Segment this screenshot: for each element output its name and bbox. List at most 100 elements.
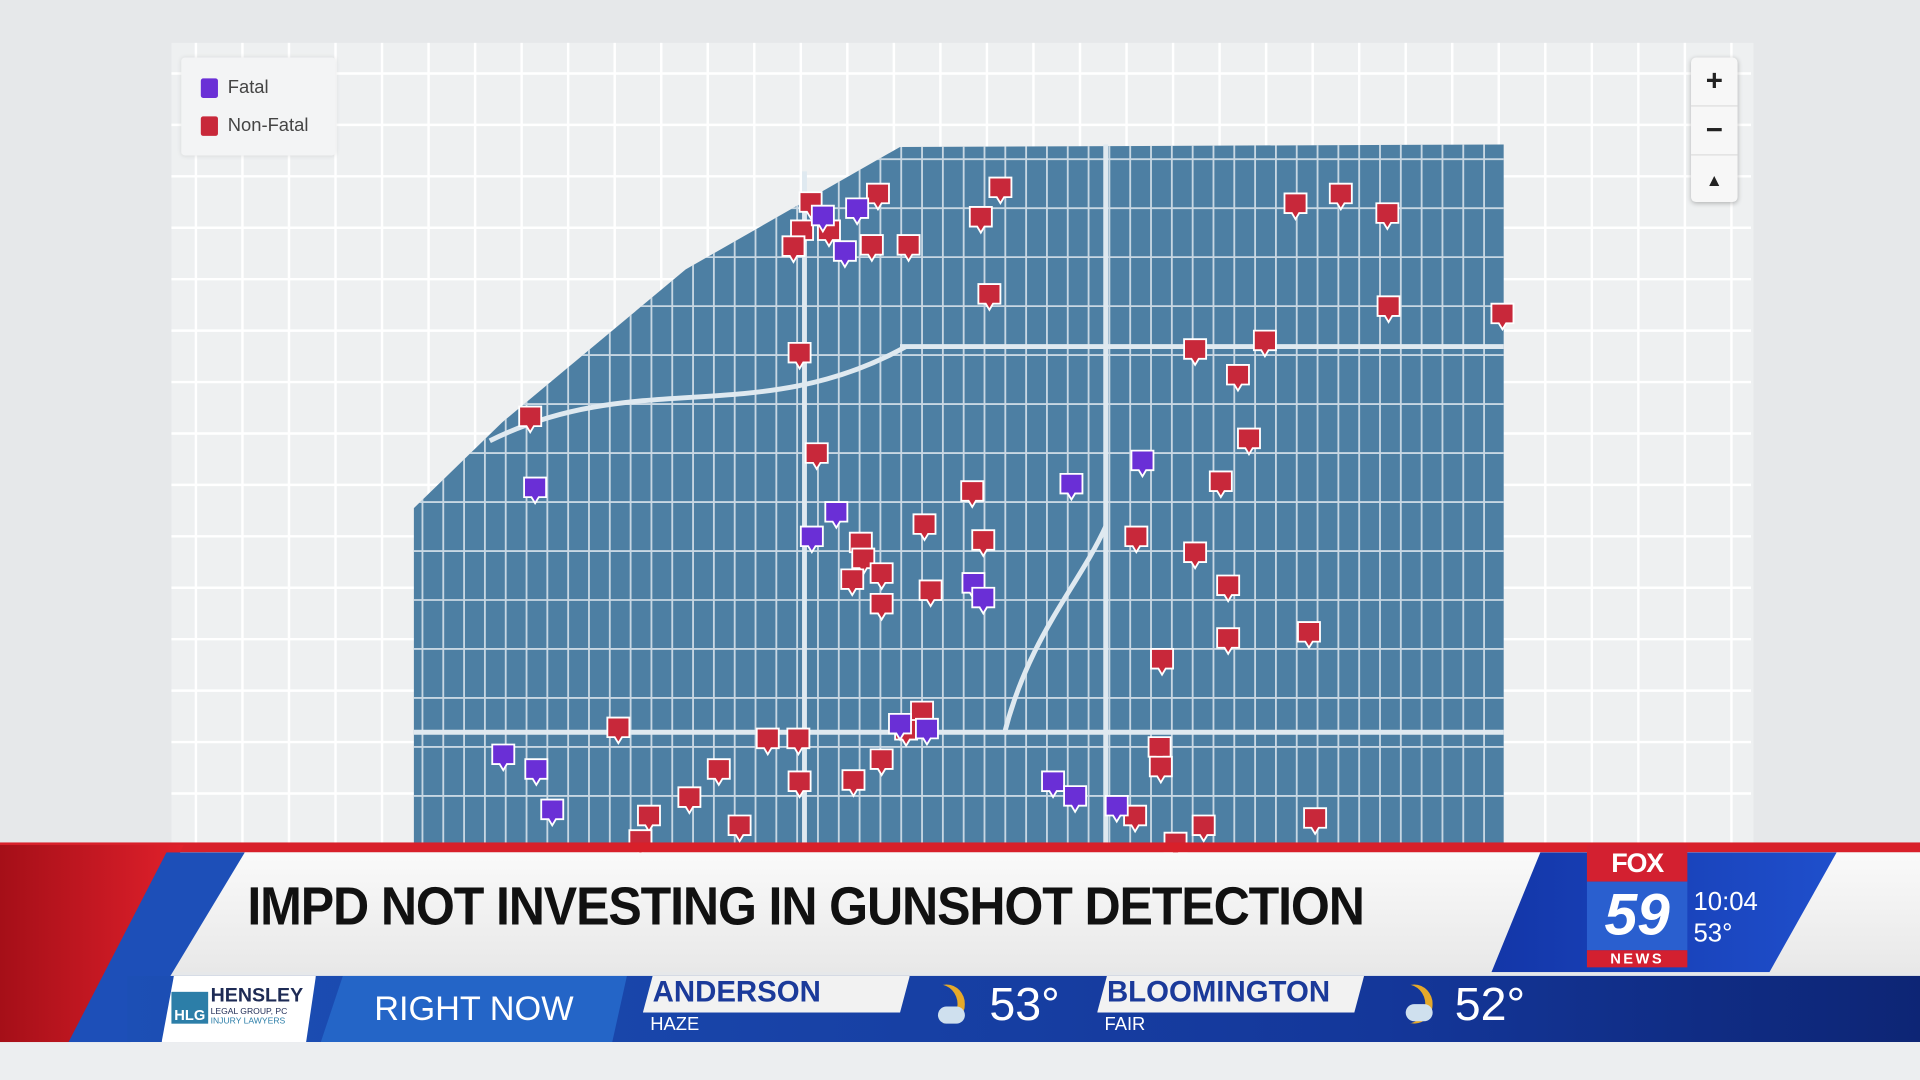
non-fatal-marker[interactable] [1216, 574, 1241, 604]
sponsor-line2: INJURY LAWYERS [210, 1017, 286, 1027]
non-fatal-marker[interactable] [804, 442, 829, 471]
non-fatal-marker[interactable] [1226, 363, 1250, 393]
fatal-marker-icon [200, 77, 218, 98]
non-fatal-marker[interactable] [1183, 338, 1208, 367]
logo-fox: FOX [1586, 844, 1688, 882]
sponsor-name: HENSLEY [210, 985, 304, 1007]
fatal-marker[interactable] [888, 712, 912, 742]
legend-fatal: Fatal [200, 77, 269, 98]
weather-temp: 52° [1454, 979, 1526, 1032]
map-zoom-controls: + − ▲ [1691, 57, 1738, 203]
non-fatal-marker[interactable] [841, 769, 866, 798]
non-fatal-marker[interactable] [1123, 804, 1148, 834]
non-fatal-marker[interactable] [1252, 329, 1277, 359]
non-fatal-marker[interactable] [1376, 295, 1401, 324]
fatal-marker[interactable] [524, 758, 549, 787]
non-fatal-marker[interactable] [851, 547, 876, 577]
non-fatal-marker[interactable] [637, 804, 661, 834]
compass-reset-button[interactable]: ▲ [1705, 169, 1723, 190]
non-fatal-marker[interactable] [606, 716, 631, 746]
non-fatal-marker-icon [200, 115, 218, 136]
lower-third-red-bar [0, 842, 1920, 853]
legend-label: Non-Fatal [227, 115, 309, 136]
fatal-marker[interactable] [491, 743, 516, 772]
non-fatal-marker[interactable] [1303, 807, 1328, 836]
non-fatal-marker[interactable] [971, 529, 996, 558]
non-fatal-marker[interactable] [1490, 302, 1515, 332]
non-fatal-marker[interactable] [1216, 627, 1241, 656]
non-fatal-marker[interactable] [706, 758, 731, 787]
non-fatal-marker[interactable] [1237, 427, 1261, 457]
fatal-marker[interactable] [915, 717, 939, 747]
fatal-marker[interactable] [523, 476, 548, 506]
non-fatal-marker[interactable] [1148, 755, 1173, 785]
non-fatal-marker[interactable] [918, 579, 943, 608]
non-fatal-marker[interactable] [1283, 192, 1308, 221]
fatal-marker[interactable] [810, 204, 835, 234]
fatal-marker[interactable] [971, 586, 996, 616]
non-fatal-marker[interactable] [1328, 182, 1353, 212]
logo-number: 59 [1586, 881, 1688, 951]
area-streets [413, 144, 1504, 845]
non-fatal-marker[interactable] [787, 341, 812, 371]
non-fatal-marker[interactable] [988, 176, 1013, 206]
non-fatal-marker[interactable] [787, 770, 812, 799]
non-fatal-marker[interactable] [1297, 621, 1321, 650]
non-fatal-marker[interactable] [786, 727, 811, 757]
fatal-marker[interactable] [1059, 472, 1084, 502]
non-fatal-marker[interactable] [1208, 470, 1233, 499]
haze-moon-icon [928, 984, 965, 1024]
right-now-label: RIGHT NOW [321, 976, 627, 1042]
legend-non-fatal: Non-Fatal [200, 115, 309, 136]
fatal-marker[interactable] [1063, 785, 1088, 814]
non-fatal-marker[interactable] [960, 480, 985, 509]
headline: IMPD NOT INVESTING IN GUNSHOT DETECTION [247, 876, 1365, 937]
non-fatal-marker[interactable] [859, 234, 884, 263]
non-fatal-marker[interactable] [869, 748, 894, 777]
non-fatal-marker[interactable] [869, 592, 894, 622]
weather-temp: 53° [989, 979, 1060, 1032]
bottom-fade [0, 1042, 1920, 1080]
non-fatal-marker[interactable] [912, 513, 937, 542]
partly-cloudy-moon-icon [1396, 984, 1433, 1023]
non-fatal-marker[interactable] [727, 814, 752, 844]
fatal-marker[interactable] [1041, 770, 1066, 799]
sponsor-mark: HLG [171, 991, 209, 1024]
clock: 10:04 [1693, 887, 1758, 916]
non-fatal-marker[interactable] [896, 234, 921, 263]
non-fatal-marker[interactable] [1375, 202, 1400, 231]
sponsor-line1: LEGAL GROUP, PC [210, 1007, 288, 1017]
non-fatal-marker[interactable] [869, 562, 894, 591]
non-fatal-marker[interactable] [755, 727, 780, 757]
incident-markers [491, 176, 1515, 861]
zoom-out-button[interactable]: − [1691, 107, 1738, 156]
non-fatal-marker[interactable] [518, 405, 543, 435]
weather-city: ANDERSON [643, 976, 910, 1013]
weather-condition: HAZE [650, 1013, 700, 1035]
non-fatal-marker[interactable] [1191, 814, 1216, 844]
non-fatal-marker[interactable] [977, 283, 1002, 312]
map-legend: Fatal Non-Fatal [181, 57, 336, 156]
time-temp: 10:04 53° [1693, 887, 1757, 951]
non-fatal-marker[interactable] [840, 568, 865, 597]
non-fatal-marker[interactable] [1124, 525, 1149, 555]
zoom-in-button[interactable]: + [1691, 58, 1738, 107]
highlighted-area [413, 144, 1504, 845]
weather-city: BLOOMINGTON [1097, 976, 1364, 1013]
fatal-marker[interactable] [824, 501, 849, 530]
fatal-marker[interactable] [845, 197, 870, 226]
non-fatal-marker[interactable] [677, 786, 702, 815]
legend-label: Fatal [227, 77, 269, 98]
weather-condition: FAIR [1104, 1013, 1146, 1035]
non-fatal-marker[interactable] [1183, 541, 1208, 570]
fatal-marker[interactable] [832, 240, 857, 269]
non-fatal-marker[interactable] [781, 235, 806, 264]
fatal-marker[interactable] [1130, 449, 1155, 479]
fatal-marker[interactable] [540, 798, 565, 828]
non-fatal-marker[interactable] [1150, 648, 1174, 677]
fatal-marker[interactable] [799, 525, 824, 555]
fatal-marker[interactable] [1104, 795, 1129, 824]
non-fatal-marker[interactable] [968, 206, 993, 235]
